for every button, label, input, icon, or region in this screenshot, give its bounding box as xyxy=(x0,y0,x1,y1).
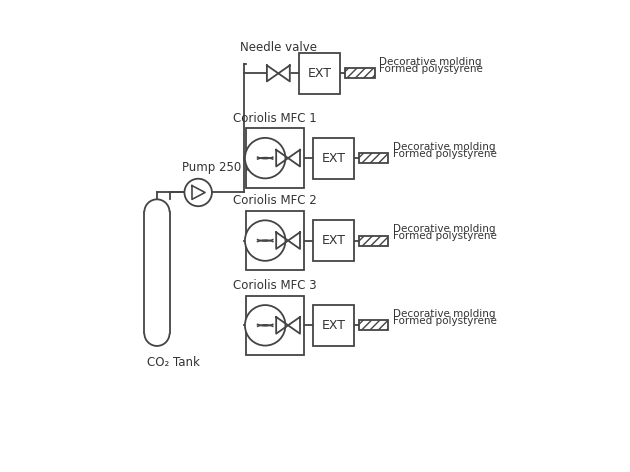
Bar xyxy=(246,295,304,355)
Text: CO₂ Tank: CO₂ Tank xyxy=(147,356,200,369)
Bar xyxy=(246,128,304,188)
Text: Decorative molding: Decorative molding xyxy=(379,57,482,67)
Text: Decorative molding: Decorative molding xyxy=(393,142,495,152)
Bar xyxy=(312,137,354,179)
Bar xyxy=(246,295,304,355)
Polygon shape xyxy=(267,65,278,81)
Bar xyxy=(358,236,388,245)
Bar xyxy=(312,305,354,346)
Bar xyxy=(358,153,388,163)
Bar xyxy=(246,211,304,270)
Text: Decorative molding: Decorative molding xyxy=(393,309,495,319)
Text: EXT: EXT xyxy=(321,234,345,247)
Polygon shape xyxy=(276,232,288,249)
Bar xyxy=(312,305,354,346)
Text: Coriolis MFC 1: Coriolis MFC 1 xyxy=(233,112,317,125)
Circle shape xyxy=(245,138,285,178)
Bar xyxy=(299,53,340,94)
Polygon shape xyxy=(288,150,300,167)
Bar xyxy=(358,153,388,163)
Polygon shape xyxy=(288,317,300,334)
Bar xyxy=(312,137,354,179)
Polygon shape xyxy=(278,65,290,81)
Text: Formed polystyrene: Formed polystyrene xyxy=(379,64,483,74)
Bar xyxy=(345,68,375,78)
Text: Formed polystyrene: Formed polystyrene xyxy=(393,231,496,241)
Text: Needle valve: Needle valve xyxy=(240,41,317,54)
Circle shape xyxy=(245,305,285,346)
Polygon shape xyxy=(276,317,288,334)
Bar xyxy=(312,220,354,261)
Bar xyxy=(345,68,375,78)
Bar xyxy=(358,320,388,330)
Bar xyxy=(144,212,169,333)
Text: Pump 250 bar: Pump 250 bar xyxy=(182,161,265,174)
Text: Decorative molding: Decorative molding xyxy=(393,224,495,234)
Bar xyxy=(358,320,388,330)
Bar xyxy=(312,220,354,261)
Text: EXT: EXT xyxy=(307,67,331,80)
Circle shape xyxy=(245,220,285,261)
Text: Coriolis MFC 3: Coriolis MFC 3 xyxy=(233,279,317,292)
Bar xyxy=(246,211,304,270)
Text: EXT: EXT xyxy=(321,319,345,332)
Text: EXT: EXT xyxy=(321,152,345,165)
Bar xyxy=(299,53,340,94)
Circle shape xyxy=(185,179,212,206)
Text: Formed polystyrene: Formed polystyrene xyxy=(393,149,496,159)
Text: Coriolis MFC 2: Coriolis MFC 2 xyxy=(233,194,317,207)
Bar xyxy=(246,128,304,188)
Text: Formed polystyrene: Formed polystyrene xyxy=(393,316,496,326)
Bar xyxy=(358,236,388,245)
Polygon shape xyxy=(288,232,300,249)
Polygon shape xyxy=(276,150,288,167)
